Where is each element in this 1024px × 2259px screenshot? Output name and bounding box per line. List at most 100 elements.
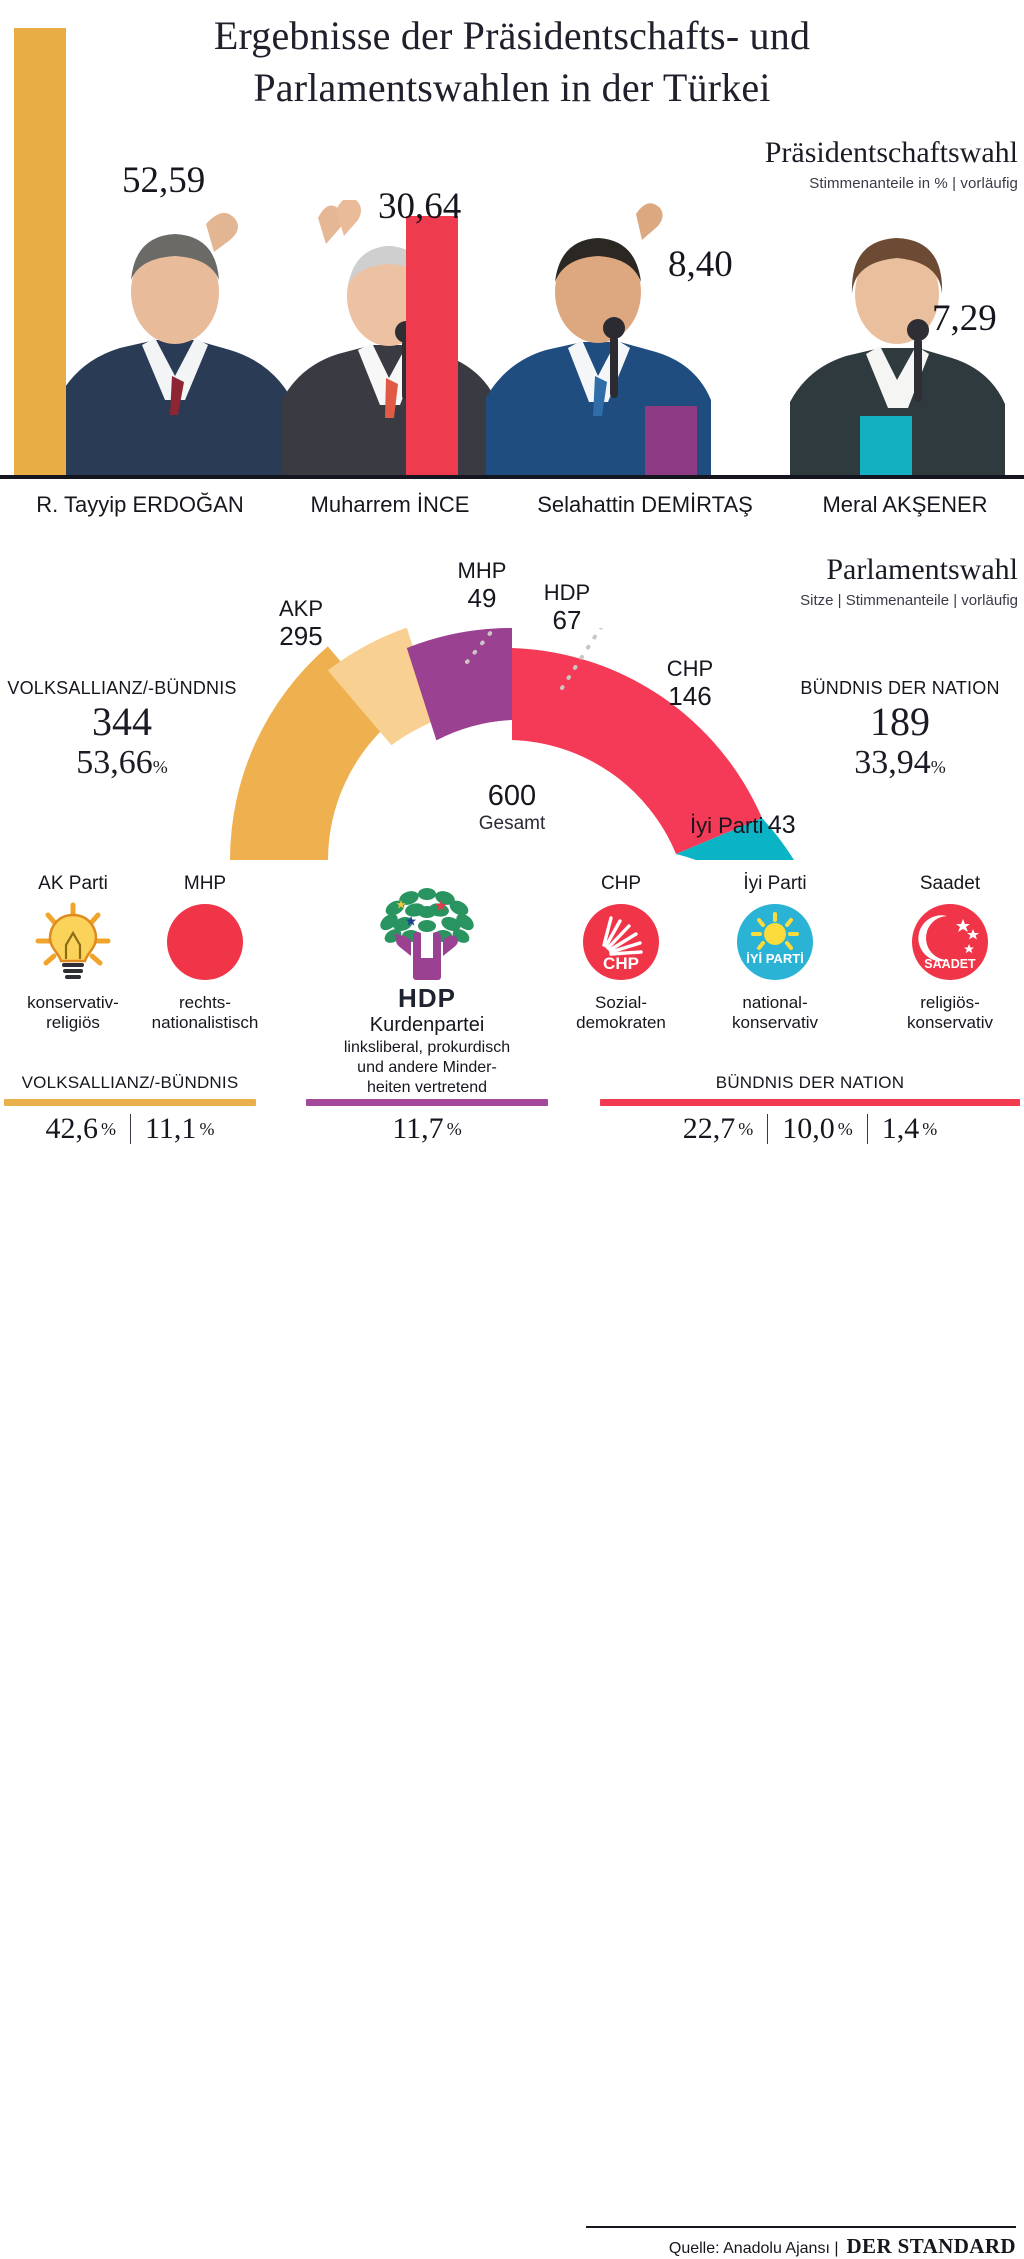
party-card-saadet[interactable]: Saadet SAADET religiös- konservativ <box>880 872 1020 1033</box>
svg-text:İYİ PARTİ: İYİ PARTİ <box>746 951 804 966</box>
donut-segment-akp[interactable] <box>229 646 392 860</box>
footer-values-bündnis-der-nation: 22,7% 10,0% 1,4% <box>600 1112 1020 1146</box>
alliance-left-seats: 344 <box>92 699 152 744</box>
label-mhp-name: MHP <box>457 558 507 583</box>
label-chp-value: 146 <box>668 681 712 711</box>
footer-unit-iyi-parti: % <box>837 1119 853 1139</box>
aksener-portrait-icon <box>790 238 1005 475</box>
donut-svg <box>229 604 794 860</box>
label-hdp-value: 67 <box>552 605 582 635</box>
mhp-crescents-logo-icon <box>167 904 243 980</box>
parliament-header: Parlamentswahl Sitze | Stimmenanteile | … <box>800 553 1018 612</box>
hdp-wordmark: HDP <box>398 983 456 1013</box>
photo-aksener <box>790 200 1005 475</box>
candidate-name-demirtas: Selahattin DEMİRTAŞ <box>537 492 753 517</box>
label-mhp-value: 49 <box>467 583 497 613</box>
party-desc-chp-line1: Sozial- <box>595 993 647 1012</box>
value-ince: 30,64 <box>378 186 462 227</box>
donut-segment-hdp[interactable] <box>406 627 512 741</box>
publisher-brand: DER STANDARD <box>846 2234 1016 2258</box>
label-hdp: HDP 67 <box>524 580 610 635</box>
hdp-tree-hands-logo-icon <box>380 888 474 980</box>
alliance-left-pct-unit: % <box>152 757 168 777</box>
alliance-left: VOLKSALLIANZ/-BÜNDNIS 344 53,66% <box>0 676 252 786</box>
source-line: Quelle: Anadolu Ajansı | DER STANDARD <box>669 2230 1016 2259</box>
party-name-chp: CHP <box>600 873 642 894</box>
page-title: Ergebnisse der Präsidentschafts- und Par… <box>0 10 1024 114</box>
footer-label-hdp <box>306 1072 548 1094</box>
akp-lightbulb-logo-icon <box>35 902 111 979</box>
donut-segment-mhp[interactable] <box>327 627 437 746</box>
title-line-2: Parlamentswahlen in der Türkei <box>253 65 771 110</box>
presidential-subtitle: Stimmenanteile in % | vorläufig <box>809 175 1018 192</box>
party-desc-saadet-line2: konservativ <box>907 1013 993 1032</box>
parliament-subtitle: Sitze | Stimmenanteile | vorläufig <box>800 592 1018 609</box>
hdp-caption: Kurdenpartei <box>369 1014 485 1036</box>
footer-separator-2 <box>767 1114 769 1144</box>
label-akp-name: AKP <box>278 596 324 621</box>
source-text: Quelle: Anadolu Ajansı | <box>668 2240 839 2257</box>
footer-unit-hdp: % <box>446 1119 462 1139</box>
footer-value-mhp: 11,1 <box>145 1112 197 1145</box>
party-card-iyi-parti[interactable]: İyi Parti İYİ PARTİ national- konservati… <box>700 872 850 1033</box>
donut-segment-iyi-parti[interactable] <box>676 818 794 860</box>
donut-segment-chp[interactable] <box>512 648 762 854</box>
party-desc-chp-line2: demokraten <box>576 1013 666 1032</box>
footer-value-iyi-parti: 10,0 <box>782 1112 835 1145</box>
footer-rule-hdp <box>306 1099 548 1106</box>
alliance-right-pct-unit: % <box>930 757 946 777</box>
presidential-header: Präsidentschaftswahl Stimmenanteile in %… <box>765 136 1018 195</box>
party-desc-saadet-line1: religiös- <box>920 993 980 1012</box>
presidential-election-section: Präsidentschaftswahl Stimmenanteile in %… <box>0 0 1024 517</box>
footer-values-volksallianz: 42,6% 11,1% <box>4 1112 256 1146</box>
label-akp: AKP 295 <box>246 596 356 651</box>
hdp-desc-line2: und andere Minder- <box>357 1059 497 1076</box>
footer-value-akp: 42,6 <box>45 1112 99 1145</box>
footer-unit-mhp: % <box>199 1119 215 1139</box>
party-card-ak-parti[interactable]: AK Parti konservativ- religiös <box>8 872 138 1033</box>
footer-vote-shares: VOLKSALLIANZ/-BÜNDNIS 42,6% 11,1% 11,7% … <box>0 1068 1024 2258</box>
label-iyi-parti: İyi Parti 43 <box>690 810 890 840</box>
party-desc-ak-parti-line1: konservativ- <box>27 993 119 1012</box>
svg-text:CHP: CHP <box>603 954 639 973</box>
label-hdp-name: HDP <box>543 580 591 605</box>
value-aksener: 7,29 <box>932 298 997 339</box>
photo-erdogan <box>60 200 290 475</box>
label-iyi-parti-value: 43 <box>767 811 796 839</box>
bar-erdogan <box>14 28 66 478</box>
party-card-hdp[interactable]: HDP Kurdenpartei linksliberal, prokurdis… <box>312 882 542 1097</box>
hdp-desc-line1: linksliberal, prokurdisch <box>343 1039 511 1056</box>
footer-separator-1 <box>130 1114 132 1144</box>
footer-unit-saadet: % <box>922 1119 938 1139</box>
footer-group-hdp: 11,7% <box>306 1072 548 1146</box>
erdogan-portrait-icon <box>60 212 290 475</box>
photo-ince <box>282 200 497 475</box>
parliament-seat-donut <box>222 604 802 860</box>
presidential-baseline <box>0 475 1024 479</box>
leader-line-hdp <box>560 608 614 690</box>
party-card-mhp[interactable]: MHP rechts- nationalistisch <box>140 872 270 1033</box>
saadet-moon-logo-icon: SAADET <box>912 904 988 980</box>
label-chp: CHP 146 <box>640 656 740 711</box>
candidate-name-aksener: Meral AKŞENER <box>822 492 988 517</box>
alliance-left-pct: 53,66% <box>0 744 252 786</box>
party-card-chp[interactable]: CHP CHP Sozial- demokraten <box>556 872 686 1033</box>
party-desc-iyi-parti-line1: national- <box>742 993 808 1012</box>
presidential-heading: Präsidentschaftswahl <box>764 136 1018 169</box>
value-erdogan: 52,59 <box>122 160 206 201</box>
bar-aksener <box>860 416 912 478</box>
alliance-left-name: VOLKSALLIANZ/-BÜNDNIS <box>7 678 237 698</box>
footer-values-hdp: 11,7% <box>306 1112 548 1146</box>
party-desc-iyi-parti-line2: konservativ <box>732 1013 818 1032</box>
alliance-right-pct: 33,94% <box>770 744 1024 786</box>
label-chp-name: CHP <box>666 656 714 681</box>
party-desc-mhp-line1: rechts- <box>179 993 231 1012</box>
svg-text:SAADET: SAADET <box>924 957 976 971</box>
party-desc-ak-parti-line2: religiös <box>46 1013 100 1032</box>
footer-value-chp: 22,7 <box>682 1112 736 1145</box>
footer-label-bündnis-der-nation: BÜNDNIS DER NATION <box>715 1073 905 1092</box>
title-line-1: Ergebnisse der Präsidentschafts- und <box>213 13 811 58</box>
label-akp-value: 295 <box>279 621 323 651</box>
party-name-ak-parti: AK Parti <box>38 873 108 894</box>
